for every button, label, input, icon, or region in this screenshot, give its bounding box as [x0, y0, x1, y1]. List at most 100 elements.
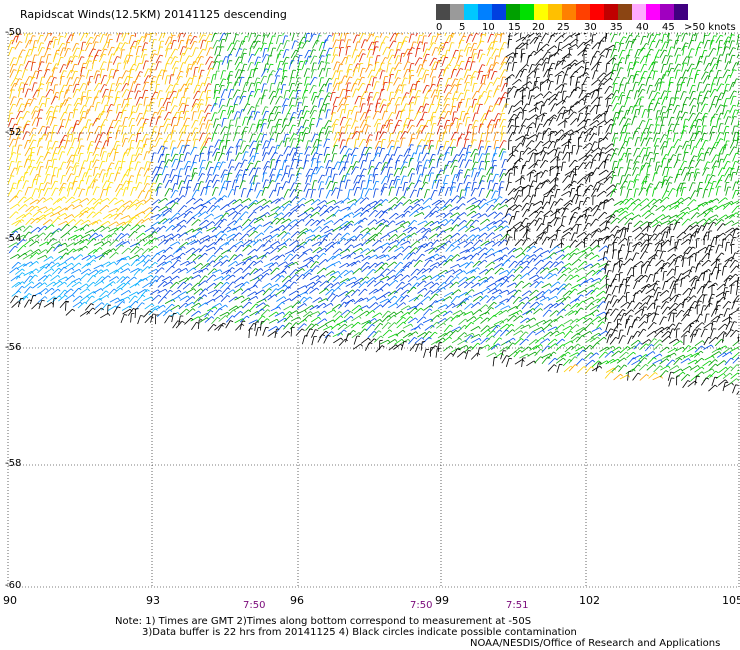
wind-barb-tick	[446, 152, 450, 154]
wind-barb	[674, 47, 679, 57]
wind-barb	[624, 123, 628, 133]
wind-barb-tick	[215, 174, 219, 176]
wind-barb	[625, 34, 631, 44]
wind-barb	[301, 96, 305, 106]
wind-barb	[80, 91, 84, 101]
wind-barb	[428, 172, 432, 182]
wind-barb-tick	[671, 123, 675, 126]
wind-barb	[639, 55, 645, 64]
wind-barb	[8, 118, 12, 127]
wind-barb-tick	[116, 56, 120, 58]
wind-barb	[66, 84, 70, 94]
wind-barb-tick	[316, 40, 320, 42]
wind-barb-tick	[26, 123, 30, 126]
wind-barb-tick	[644, 154, 648, 156]
wind-barb	[333, 61, 338, 71]
wind-barb-tick	[699, 159, 703, 161]
wind-barb	[351, 155, 355, 165]
wind-barb-tick	[280, 42, 284, 45]
scale-label: 15	[508, 22, 521, 33]
wind-barb-tick	[306, 127, 310, 129]
wind-barb	[382, 46, 387, 56]
wind-barb	[693, 74, 697, 84]
wind-barb-tick	[161, 110, 165, 112]
wind-barb-tick	[130, 147, 134, 149]
wind-barb	[472, 112, 476, 122]
wind-barb	[217, 60, 221, 70]
wind-barb	[157, 46, 161, 56]
wind-barb-tick	[214, 103, 218, 105]
wind-barb	[64, 42, 68, 52]
wind-barb	[500, 69, 505, 78]
wind-barb	[151, 152, 154, 162]
wind-barb	[142, 81, 147, 91]
wind-barb	[106, 137, 110, 147]
wind-barb	[484, 33, 487, 37]
wind-barb	[451, 117, 456, 127]
wind-barb-tick	[441, 46, 445, 48]
wind-barb-tick	[42, 102, 46, 105]
wind-barb	[569, 89, 575, 98]
wind-barb	[402, 182, 406, 192]
wind-barb	[700, 133, 705, 142]
wind-barb	[444, 146, 450, 155]
wind-barb-tick	[725, 90, 729, 92]
wind-barb	[428, 33, 432, 38]
wind-barb-tick	[328, 92, 332, 94]
wind-barb-tick	[196, 182, 201, 185]
wind-barb-tick	[613, 48, 618, 51]
wind-barb	[641, 176, 647, 185]
wind-barb	[471, 33, 477, 42]
wind-barb	[672, 123, 677, 133]
wind-barb	[400, 137, 403, 147]
wind-barb	[343, 95, 348, 105]
wind-barb-tick	[104, 95, 108, 97]
wind-barb	[403, 148, 409, 157]
wind-barb	[549, 177, 557, 184]
wind-barb	[347, 189, 350, 199]
wind-barb	[431, 61, 436, 71]
wind-barb	[493, 140, 497, 150]
wind-barb	[493, 113, 499, 122]
wind-barb	[269, 168, 274, 178]
wind-barb	[394, 49, 398, 59]
wind-barb-tick	[428, 89, 432, 92]
wind-barb-tick	[503, 42, 507, 44]
wind-barb-tick	[42, 96, 46, 98]
wind-barb	[44, 98, 48, 108]
wind-barb-tick	[676, 123, 680, 125]
wind-barb	[693, 172, 698, 182]
wind-barb-tick	[131, 117, 135, 120]
wind-barb	[680, 130, 684, 140]
wind-barb-tick	[664, 141, 668, 143]
wind-barb	[500, 76, 504, 86]
wind-barb-tick	[153, 76, 157, 78]
wind-barb	[247, 54, 253, 63]
wind-barb	[470, 188, 476, 197]
wind-barb	[46, 41, 51, 50]
wind-barb	[143, 97, 146, 107]
wind-barb-tick	[549, 74, 553, 76]
wind-barb-tick	[291, 104, 295, 107]
wind-barb	[158, 110, 162, 120]
wind-barb	[92, 147, 97, 156]
wind-barb	[158, 98, 161, 108]
wind-barb-tick	[635, 74, 639, 76]
wind-barb-tick	[418, 111, 422, 114]
wind-barb-tick	[119, 111, 123, 114]
wind-barb-tick	[365, 124, 369, 126]
wind-barb	[542, 91, 550, 99]
wind-barb	[65, 166, 71, 175]
wind-barb-tick	[210, 67, 214, 70]
wind-barb-tick	[270, 138, 275, 140]
wind-barb	[689, 85, 693, 94]
wind-barb	[316, 154, 320, 164]
wind-barb-tick	[224, 173, 228, 176]
wind-barb-tick	[522, 30, 524, 32]
wind-barb	[149, 33, 152, 43]
wind-barb	[185, 83, 190, 93]
wind-barb-tick	[29, 48, 33, 51]
wind-barb	[611, 90, 617, 99]
wind-barb-tick	[593, 56, 597, 58]
wind-barb-tick	[242, 180, 246, 182]
